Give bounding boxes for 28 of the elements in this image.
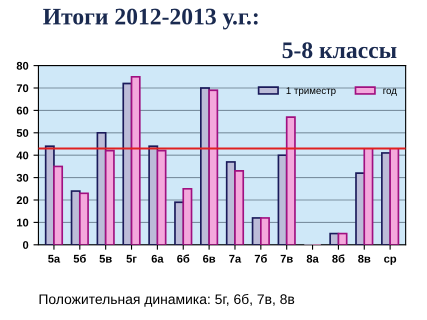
x-tick-label: 5а — [48, 254, 60, 263]
y-tick-label: 80 — [16, 62, 28, 70]
y-tick-label: 10 — [17, 218, 28, 227]
x-tick-label: 7в — [280, 254, 293, 263]
y-tick-label: 70 — [16, 84, 28, 92]
x-tick-label: 5г — [126, 254, 137, 263]
x-tick-label: 7б — [254, 254, 267, 263]
x-tick-label: 6б — [177, 254, 190, 263]
y-tick-label: 50 — [16, 129, 28, 137]
x-tick-label: 7а — [229, 254, 242, 263]
x-tick-label: 6а — [152, 254, 164, 263]
y-tick-label: 20 — [16, 196, 28, 204]
chart-subtitle: 5-8 классы — [282, 42, 396, 58]
chart-title: Итоги 2012-2013 у.г.: — [43, 8, 258, 30]
y-tick-label: 30 — [16, 174, 28, 182]
x-tick-label: ср — [384, 256, 396, 265]
x-tick-label: 5б — [74, 254, 86, 263]
x-tick-label: 8а — [306, 254, 319, 263]
y-tick-label: 60 — [16, 106, 28, 115]
y-tick-label: 0 — [22, 241, 28, 249]
x-tick-label: 5в — [100, 254, 112, 263]
y-tick-label: 40 — [16, 151, 28, 160]
legend-label: 1 триместр — [286, 87, 336, 96]
text: Положительная динамика: 5г, 6б, 7в, 8в — [40, 294, 294, 307]
legend-label: год — [383, 88, 397, 96]
x-tick-label: 6в — [203, 254, 216, 263]
x-tick-label: 8б — [332, 254, 344, 263]
x-tick-label: 8в — [358, 254, 370, 263]
